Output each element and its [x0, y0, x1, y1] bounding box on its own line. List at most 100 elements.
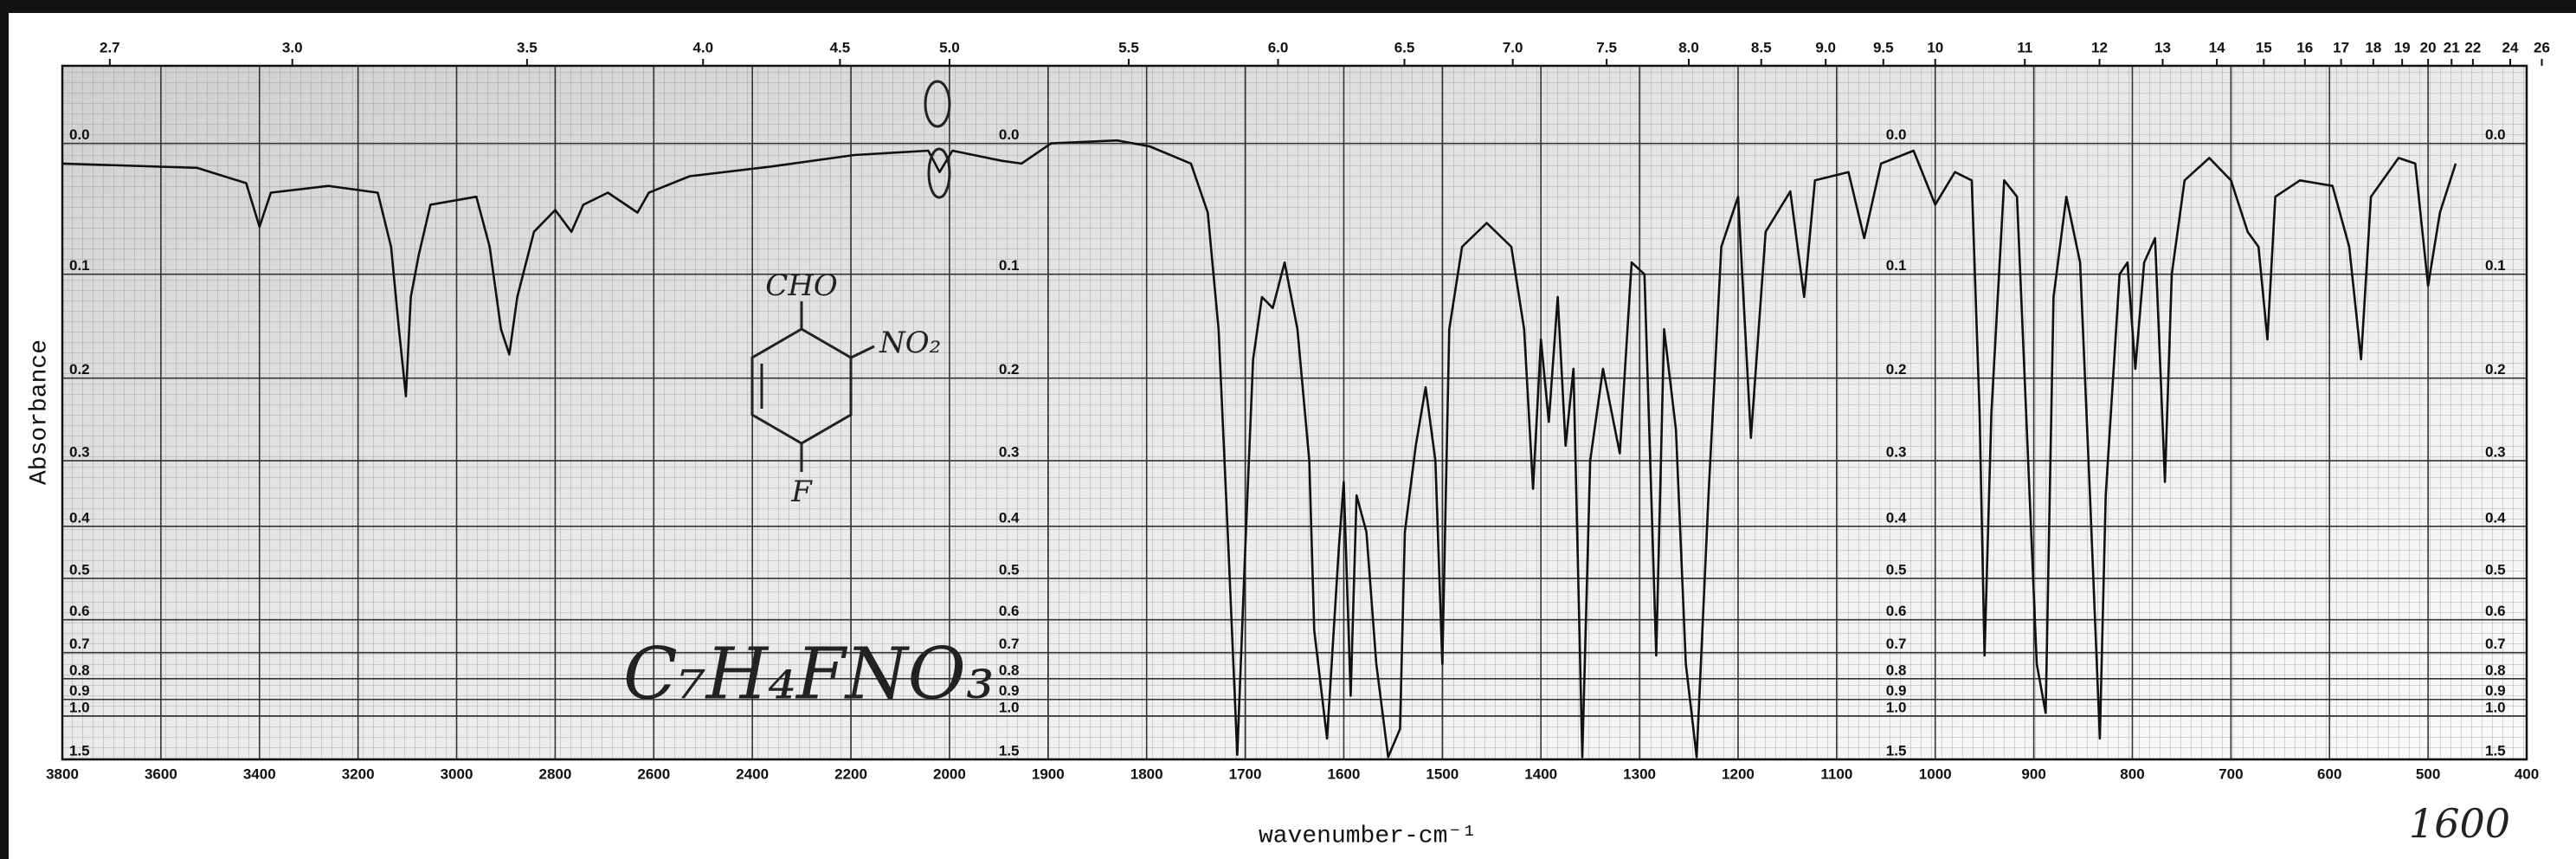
- x-tick-label: 900: [2021, 765, 2045, 782]
- x2-tick-label: 22: [2464, 39, 2481, 55]
- x2-tick-label: 12: [2091, 39, 2108, 55]
- y-tick-label: 1.5: [999, 742, 1020, 759]
- y-tick-label: 0.2: [69, 361, 90, 378]
- y-tick-label: 0.4: [1886, 509, 1907, 526]
- label-layer: 0.0 0.0 0.0 0.0 0.1 0.1 0.1 0.1 0.2 0.2 0.2 0.2 0.3 0…: [46, 39, 2550, 782]
- structure-label: NO₂: [879, 326, 941, 360]
- y-tick-label: 0.6: [2485, 603, 2506, 619]
- x-tick-label: 500: [2416, 765, 2440, 782]
- x2-tick-label: 26: [2534, 39, 2550, 55]
- x2-tick-label: 18: [2365, 39, 2381, 55]
- y-tick-label: 0.8: [999, 662, 1020, 678]
- x-tick-label: 1400: [1524, 765, 1557, 782]
- x-axis-title: wavenumber-cm⁻¹: [1259, 823, 1477, 849]
- y-tick-label: 0.7: [69, 636, 90, 652]
- x-tick-label: 3200: [342, 765, 375, 782]
- x-tick-label: 1200: [1722, 765, 1755, 782]
- y-tick-label: 0.2: [1886, 361, 1907, 378]
- x-tick-label: 1500: [1426, 765, 1459, 782]
- x2-tick-label: 16: [2296, 39, 2313, 55]
- x2-tick-label: 20: [2420, 39, 2437, 55]
- x2-tick-label: 3.0: [282, 39, 303, 55]
- x-tick-label: 2400: [736, 765, 769, 782]
- x2-tick-label: 7.0: [1503, 39, 1523, 55]
- y-tick-label: 0.5: [1886, 561, 1907, 578]
- x2-tick-label: 14: [2209, 39, 2225, 55]
- y-tick-label: 0.8: [69, 662, 90, 678]
- x-tick-label: 2600: [637, 765, 670, 782]
- x-tick-label: 3400: [243, 765, 276, 782]
- trace-layer: [61, 139, 2457, 759]
- x-tick-label: 3800: [46, 765, 79, 782]
- grid-layer: [61, 59, 2543, 761]
- x2-tick-label: 15: [2256, 39, 2272, 55]
- x-tick-label: 1600: [1328, 765, 1361, 782]
- x2-tick-label: 8.5: [1751, 39, 1772, 55]
- x2-tick-label: 19: [2394, 39, 2411, 55]
- y-tick-label: 0.4: [2485, 509, 2506, 526]
- y-tick-label: 0.3: [2485, 444, 2506, 461]
- x2-tick-label: 2.7: [100, 39, 120, 55]
- x-tick-label: 700: [2219, 765, 2243, 782]
- spectrum-line: [61, 139, 2457, 759]
- x-tick-label: 2800: [538, 765, 571, 782]
- x2-tick-label: 10: [1927, 39, 1943, 55]
- y-tick-label: 0.8: [2485, 662, 2506, 678]
- y-tick-label: 0.5: [69, 561, 90, 578]
- y-tick-label: 0.9: [69, 682, 90, 699]
- x2-tick-label: 21: [2444, 39, 2460, 55]
- structure: [750, 80, 951, 472]
- y-tick-label: 0.2: [999, 361, 1020, 378]
- formula: C₇H₄FNO₃: [623, 634, 995, 716]
- x2-tick-label: 5.5: [1118, 39, 1139, 55]
- x-tick-label: 1700: [1229, 765, 1262, 782]
- y-tick-label: 1.0: [999, 699, 1020, 715]
- x-tick-label: 1800: [1130, 765, 1163, 782]
- x2-tick-label: 9.5: [1873, 39, 1894, 55]
- x2-tick-label: 4.0: [692, 39, 713, 55]
- x-tick-label: 1900: [1032, 765, 1065, 782]
- y-tick-label: 0.3: [1886, 444, 1907, 461]
- y-tick-label: 0.9: [2485, 682, 2506, 699]
- y-tick-label: 0.6: [999, 603, 1020, 619]
- x-tick-label: 800: [2120, 765, 2144, 782]
- y-tick-label: 0.7: [999, 636, 1020, 652]
- x2-tick-label: 5.0: [939, 39, 960, 55]
- x2-tick-label: 7.5: [1596, 39, 1617, 55]
- y-tick-label: 0.3: [69, 444, 90, 461]
- x-tick-label: 600: [2317, 765, 2341, 782]
- y-tick-label: 0.0: [2485, 126, 2506, 143]
- y-tick-label: 1.5: [2485, 742, 2506, 759]
- x2-tick-label: 4.5: [830, 39, 851, 55]
- y-tick-label: 0.0: [999, 126, 1020, 143]
- y-tick-label: 1.0: [2485, 699, 2506, 715]
- top-band: [0, 0, 2576, 13]
- y-tick-label: 0.5: [999, 561, 1020, 578]
- left-band: [0, 0, 9, 859]
- pencil-mark: [924, 80, 951, 128]
- y-tick-label: 0.5: [2485, 561, 2506, 578]
- y-tick-label: 0.9: [1886, 682, 1907, 699]
- x2-tick-label: 8.0: [1678, 39, 1699, 55]
- x-tick-label: 3000: [441, 765, 473, 782]
- y-tick-label: 0.3: [999, 444, 1020, 461]
- y-tick-label: 1.5: [69, 742, 90, 759]
- structure-label: CHO: [765, 268, 838, 303]
- structure-label: F: [790, 475, 813, 509]
- x2-tick-label: 9.0: [1815, 39, 1836, 55]
- y-tick-label: 1.0: [69, 699, 90, 715]
- y-tick-label: 0.2: [2485, 361, 2506, 378]
- x2-tick-label: 17: [2333, 39, 2349, 55]
- y-tick-label: 0.1: [1886, 257, 1907, 274]
- x-tick-label: 3600: [145, 765, 177, 782]
- y-tick-label: 0.7: [2485, 636, 2506, 652]
- x2-tick-label: 6.0: [1268, 39, 1289, 55]
- bond-no2: [850, 345, 875, 359]
- pencil-mark: [927, 147, 951, 199]
- x2-tick-label: 13: [2154, 39, 2171, 55]
- y-tick-label: 0.0: [69, 126, 90, 143]
- x2-tick-label: 6.5: [1394, 39, 1415, 55]
- minor-grid: [62, 66, 2527, 759]
